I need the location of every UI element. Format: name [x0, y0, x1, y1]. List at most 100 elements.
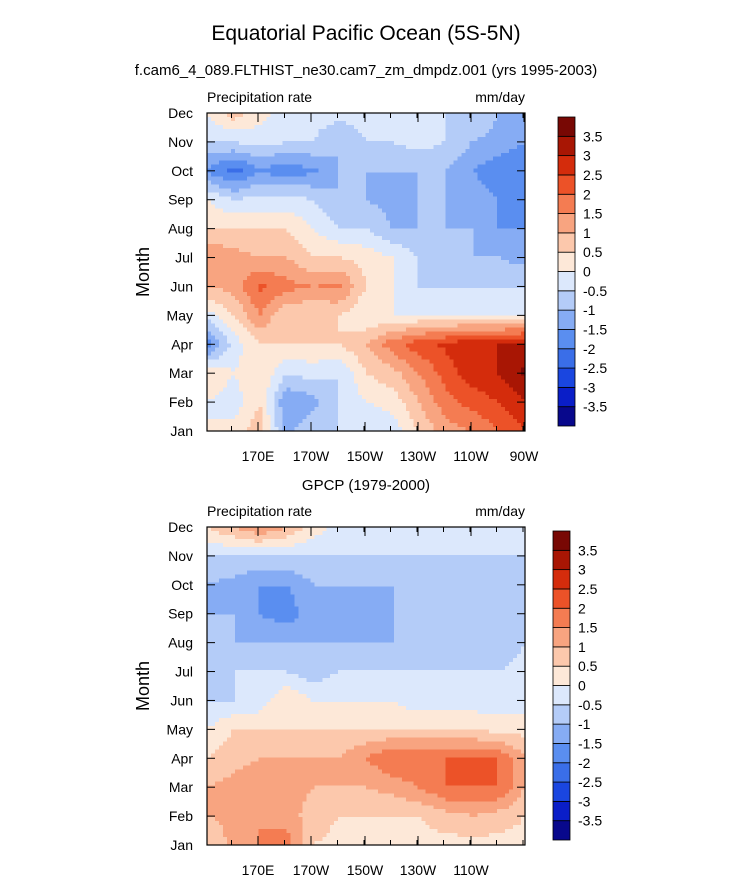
heatmap-cell: [214, 196, 220, 201]
heatmap-cell: [266, 327, 272, 333]
heatmap-cell: [350, 128, 355, 134]
heatmap-cell: [234, 212, 240, 217]
heatmap-cell: [338, 224, 343, 229]
heatmap-cell: [485, 228, 490, 233]
heatmap-cell: [513, 315, 518, 321]
heatmap-cell: [222, 212, 228, 217]
heatmap-cell: [473, 148, 478, 154]
heatmap-cell: [385, 287, 391, 293]
heatmap-cell: [393, 327, 399, 333]
heatmap-cell: [290, 144, 295, 150]
heatmap-cell: [362, 180, 367, 186]
heatmap-cell: [401, 339, 407, 345]
heatmap-cell: [242, 116, 248, 122]
heatmap-cell: [258, 132, 264, 138]
heatmap-cell: [250, 315, 256, 321]
heatmap-cell: [274, 172, 280, 178]
heatmap-cell: [334, 268, 339, 273]
heatmap-cell: [338, 307, 343, 313]
heatmap-cell: [497, 303, 502, 309]
heatmap-cell: [441, 216, 446, 221]
heatmap-cell: [278, 260, 284, 265]
heatmap-cell: [314, 248, 319, 253]
heatmap-cell: [286, 228, 291, 233]
heatmap-cell: [254, 172, 260, 178]
heatmap-cell: [417, 264, 423, 269]
heatmap-cell: [226, 256, 232, 261]
heatmap-cell: [509, 244, 514, 249]
heatmap-cell: [207, 156, 212, 162]
heatmap-cell: [218, 152, 224, 158]
heatmap-cell: [326, 315, 331, 321]
heatmap-cell: [358, 140, 363, 146]
heatmap-cell: [262, 156, 268, 162]
heatmap-cell: [290, 216, 295, 221]
heatmap-cell: [385, 327, 391, 333]
heatmap-cell: [246, 351, 252, 356]
heatmap-cell: [513, 156, 518, 162]
heatmap-cell: [254, 132, 260, 138]
heatmap-cell: [369, 232, 375, 237]
heatmap-cell: [441, 299, 446, 305]
heatmap-cell: [226, 339, 232, 345]
heatmap-cell: [282, 307, 287, 313]
heatmap-cell: [346, 339, 351, 345]
heatmap-cell: [326, 208, 331, 213]
heatmap-cell: [266, 228, 272, 233]
heatmap-cell: [366, 200, 371, 205]
heatmap-cell: [262, 252, 268, 257]
heatmap-cell: [234, 232, 240, 237]
heatmap-cell: [366, 136, 371, 142]
heatmap-cell: [477, 168, 482, 174]
heatmap-cell: [258, 272, 264, 277]
heatmap-cell: [441, 148, 446, 154]
heatmap-cell: [222, 315, 228, 321]
heatmap-cell: [457, 132, 462, 138]
heatmap-cell: [274, 132, 280, 138]
heatmap-cell: [433, 335, 439, 341]
heatmap-cell: [234, 315, 240, 321]
heatmap-cell: [274, 283, 280, 289]
heatmap-cell: [258, 335, 264, 341]
heatmap-cell: [298, 323, 303, 329]
heatmap-cell: [405, 283, 411, 289]
heatmap-cell: [477, 204, 482, 209]
heatmap-cell: [354, 327, 359, 333]
heatmap-cell: [286, 335, 291, 341]
heatmap-cell: [437, 291, 443, 297]
heatmap-cell: [417, 244, 423, 249]
heatmap-cell: [493, 319, 498, 325]
heatmap-cell: [381, 279, 387, 285]
heatmap-cell: [286, 248, 291, 253]
heatmap-cell: [385, 315, 391, 321]
heatmap-cell: [489, 136, 494, 142]
heatmap-cell: [469, 164, 474, 170]
heatmap-cell: [274, 212, 280, 217]
heatmap-cell: [218, 140, 224, 146]
heatmap-cell: [262, 275, 268, 281]
heatmap-cell: [326, 240, 331, 245]
heatmap-cell: [497, 208, 502, 213]
heatmap-cell: [509, 279, 514, 285]
heatmap-cell: [433, 200, 439, 205]
heatmap-cell: [318, 335, 323, 341]
heatmap-cell: [262, 148, 268, 154]
heatmap-cell: [366, 299, 371, 305]
heatmap-cell: [262, 347, 268, 352]
heatmap-cell: [469, 299, 474, 305]
heatmap-cell: [389, 148, 395, 154]
heatmap-cell: [318, 212, 323, 217]
heatmap-cell: [274, 295, 280, 301]
heatmap-cell: [393, 164, 399, 170]
heatmap-cell: [441, 347, 446, 352]
heatmap-cell: [485, 160, 490, 166]
heatmap-cell: [294, 172, 299, 178]
heatmap-cell: [401, 275, 407, 281]
heatmap-cell: [350, 236, 355, 241]
heatmap-cell: [354, 164, 359, 170]
heatmap-cell: [270, 272, 276, 277]
heatmap-cell: [509, 351, 514, 356]
heatmap-cell: [381, 343, 387, 349]
heatmap-cell: [318, 224, 323, 229]
heatmap-cell: [493, 343, 498, 349]
